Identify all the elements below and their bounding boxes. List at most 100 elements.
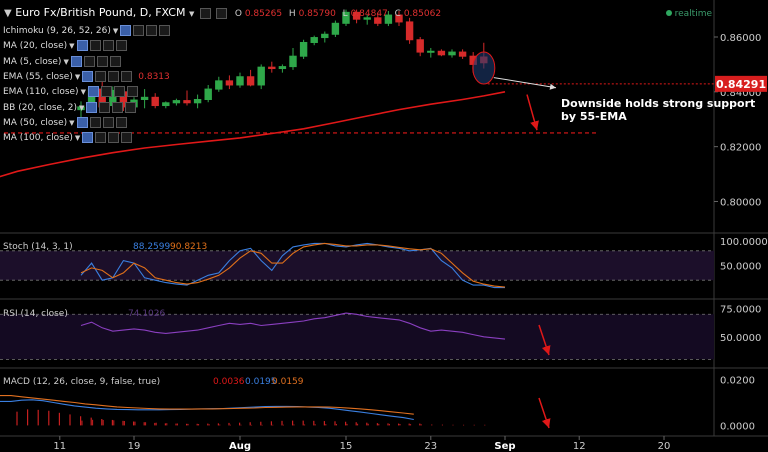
indicator-row[interactable]: BB (20, close, 2) ▼ (3, 101, 137, 113)
indicator-dropdown-icon[interactable]: ▼ (69, 118, 75, 127)
indicator-row[interactable]: MA (20, close) ▼ (3, 40, 127, 52)
close-icon[interactable] (113, 86, 125, 98)
candle-body (395, 14, 403, 23)
indicator-row[interactable]: EMA (110, close) ▼ (3, 86, 138, 98)
indicator-dropdown-icon[interactable]: ▼ (74, 134, 81, 143)
settings-icon[interactable] (83, 55, 95, 67)
indicator-row[interactable]: EMA (55, close) ▼ 0.8313 (3, 70, 170, 82)
candle-body (448, 51, 456, 56)
indicator-label[interactable]: MA (50, close) (3, 117, 68, 128)
y-tick-label: 0.82000 (720, 143, 761, 154)
hide-icon[interactable] (216, 7, 228, 19)
candle-body (183, 100, 191, 104)
candle-body (427, 50, 435, 53)
macd-hist-value: 0.0159 (272, 377, 304, 387)
close-icon[interactable] (112, 101, 124, 113)
settings-icon[interactable] (95, 132, 107, 144)
indicator-label[interactable]: EMA (110, close) (3, 87, 79, 98)
menu-caret-icon[interactable]: ▼ (4, 8, 12, 19)
candle-body (268, 66, 276, 70)
more-icon[interactable] (115, 116, 127, 128)
more-icon[interactable] (121, 70, 133, 82)
candle-body (363, 17, 371, 20)
indicator-row[interactable]: Ichimoku (9, 26, 52, 26) ▼ (3, 25, 171, 36)
x-tick-label: 19 (128, 441, 141, 452)
stoch-y-tick-label: 50.0000 (720, 262, 761, 273)
settings-icon[interactable] (100, 86, 112, 98)
more-icon[interactable] (121, 132, 133, 144)
indicator-row[interactable]: MA (50, close) ▼ (3, 116, 127, 128)
more-icon[interactable] (115, 40, 127, 52)
indicator-label[interactable]: MA (100, close) (3, 133, 73, 144)
settings-icon[interactable] (199, 7, 211, 19)
more-icon[interactable] (126, 86, 138, 98)
visibility-icon[interactable] (120, 25, 132, 36)
indicator-dropdown-icon[interactable]: ▼ (69, 42, 75, 51)
macd-line (0, 399, 414, 421)
indicator-dropdown-icon[interactable]: ▼ (79, 103, 85, 112)
rsi-label: RSI (14, close) (3, 309, 68, 319)
close-icon[interactable] (108, 132, 120, 144)
indicator-row[interactable]: MA (100, close) ▼ (3, 132, 133, 144)
macd-label: MACD (12, 26, close, 9, false, true) (3, 377, 160, 387)
candle-body (374, 17, 382, 24)
settings-icon[interactable] (95, 70, 107, 82)
indicator-label[interactable]: BB (20, close, 2) (3, 102, 78, 113)
more-icon[interactable] (159, 25, 171, 36)
symbol-title[interactable]: Euro Fx/British Pound, D, FXCM (15, 6, 186, 19)
down-arrow-rsi (538, 324, 551, 356)
x-tick-label: Aug (229, 441, 251, 452)
indicator-dropdown-icon[interactable]: ▼ (112, 27, 119, 35)
close-icon[interactable] (146, 25, 158, 36)
visibility-icon[interactable] (86, 101, 98, 113)
close-icon[interactable] (102, 40, 114, 52)
more-icon[interactable] (109, 55, 121, 67)
stoch-label: Stoch (14, 3, 1) (3, 242, 73, 252)
indicator-dropdown-icon[interactable]: ▼ (63, 57, 69, 66)
realtime-dot-icon (665, 10, 672, 16)
visibility-icon[interactable] (70, 55, 82, 67)
indicator-label[interactable]: MA (20, close) (3, 41, 68, 52)
visibility-icon[interactable] (82, 70, 94, 82)
rsi-y-tick-label: 50.0000 (720, 333, 761, 344)
close-icon[interactable] (96, 55, 108, 67)
visibility-icon[interactable] (82, 132, 94, 144)
close-icon[interactable] (102, 116, 114, 128)
settings-icon[interactable] (99, 101, 111, 113)
candle-body (416, 39, 424, 53)
visibility-icon[interactable] (87, 86, 99, 98)
h-label: H (288, 9, 296, 19)
macd-y-tick-label: 0.0000 (720, 421, 755, 432)
visibility-icon[interactable] (76, 40, 88, 52)
rsi-line (80, 312, 506, 340)
stoch-d-value: 90.8213 (170, 242, 207, 252)
realtime-status: realtime (665, 9, 712, 19)
indicator-row[interactable]: MA (5, close) ▼ (3, 55, 121, 67)
price-badge-label: 0.84291 (716, 78, 766, 91)
indicator-value: 0.8313 (138, 71, 170, 82)
open-value: 0.85265 (244, 9, 283, 19)
indicator-dropdown-icon[interactable]: ▼ (74, 72, 81, 81)
settings-icon[interactable] (89, 40, 101, 52)
close-icon[interactable] (108, 70, 120, 82)
down-arrow-main (526, 94, 539, 131)
indicator-label[interactable]: EMA (55, close) (3, 71, 73, 82)
more-icon[interactable] (125, 101, 137, 113)
visibility-icon[interactable] (76, 116, 88, 128)
ema55-line (0, 91, 506, 178)
annotation-line-2: by 55-EMA (561, 110, 627, 123)
indicator-label[interactable]: MA (5, close) (3, 56, 62, 67)
indicator-dropdown-icon[interactable]: ▼ (80, 88, 86, 97)
stoch-k-line (80, 242, 505, 289)
rsi-y-tick-label: 75.0000 (720, 305, 761, 316)
symbol-dropdown-icon[interactable]: ▼ (188, 10, 195, 18)
indicator-label[interactable]: Ichimoku (9, 26, 52, 26) (3, 26, 111, 36)
candle-body (437, 50, 446, 56)
macd-signal-line (0, 395, 414, 415)
settings-icon[interactable] (133, 25, 145, 36)
rsi-value: 74.1026 (128, 309, 165, 319)
highlight-ellipse (472, 51, 496, 85)
settings-icon[interactable] (89, 116, 101, 128)
candle-body (225, 80, 234, 86)
